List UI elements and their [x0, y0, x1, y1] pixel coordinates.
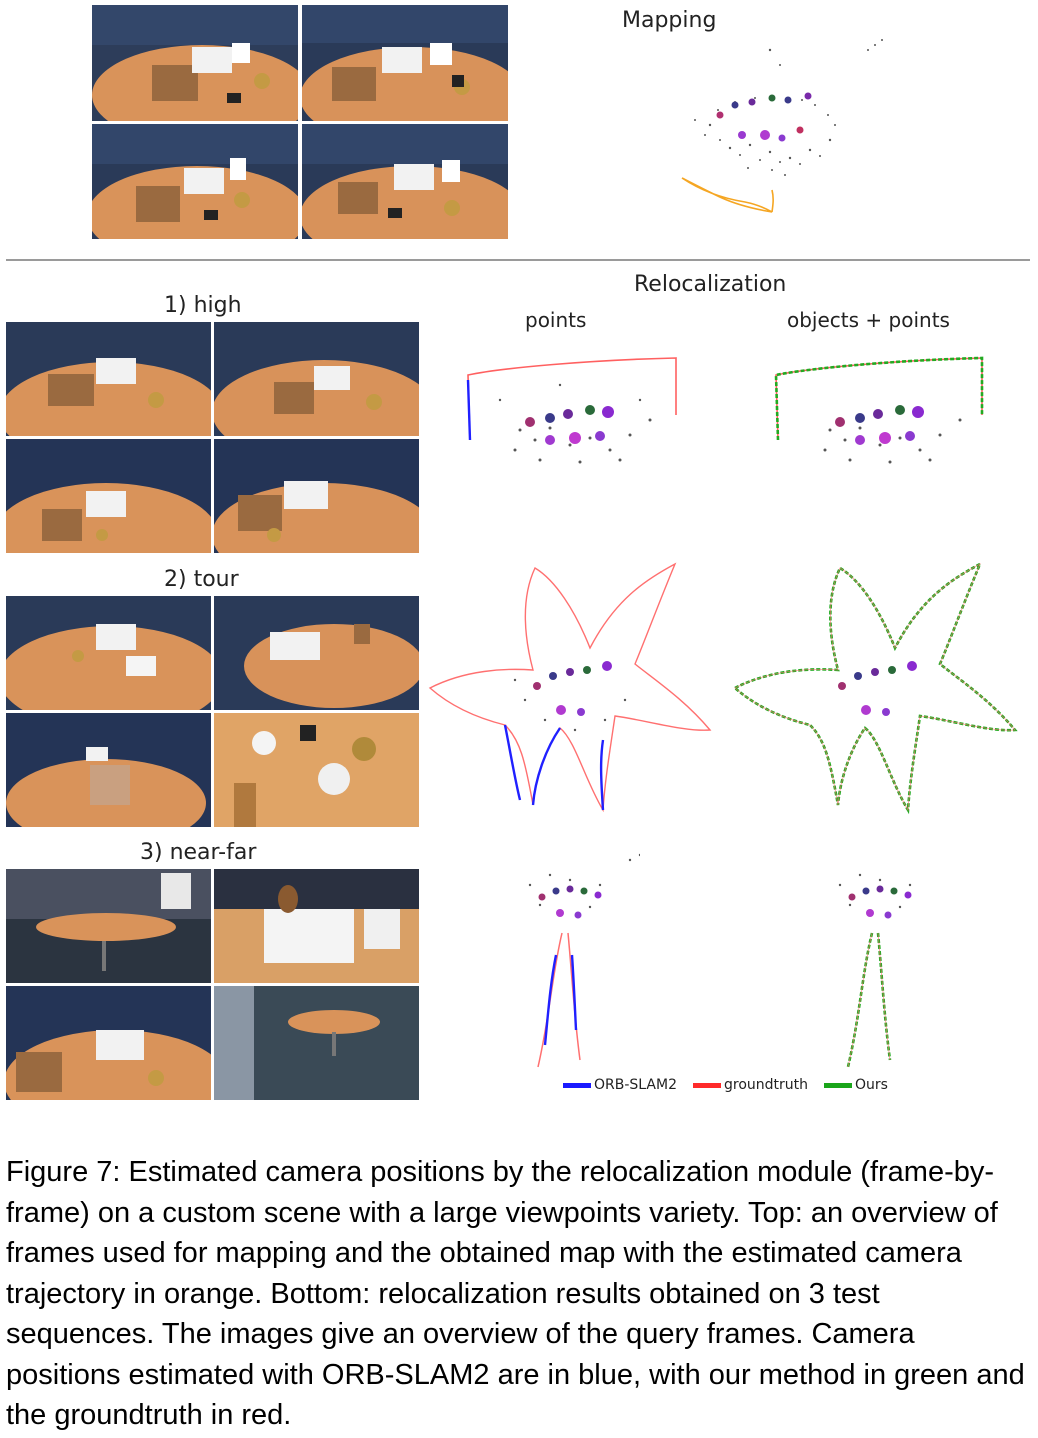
sequence-tour-frames-grid — [6, 596, 419, 827]
query-frame — [214, 322, 419, 436]
mapping-frame-3 — [92, 123, 299, 239]
query-frame — [6, 439, 211, 553]
sequence-label-tour: 2) tour — [164, 567, 239, 592]
orbslam2-trajectory — [543, 954, 578, 1046]
mapping-title: Mapping — [622, 8, 717, 33]
mapping-trajectory — [681, 177, 774, 213]
sequence-near-far-frames-grid — [6, 869, 419, 1100]
query-frame — [214, 713, 419, 827]
figure-caption: Figure 7: Estimated camera positions by … — [6, 1156, 1025, 1431]
legend-label: groundtruth — [723, 1077, 808, 1093]
plot-near-far-points — [528, 853, 640, 1068]
plot-high-points — [466, 357, 677, 464]
legend-item-orbslam2: ORB-SLAM2 — [563, 1077, 677, 1093]
legend-label: Ours — [855, 1077, 888, 1093]
query-frame — [214, 986, 419, 1100]
groundtruth-trajectory — [847, 932, 891, 1068]
mapping-frames-grid — [92, 5, 508, 239]
plot-tour-points — [428, 562, 712, 813]
mapping-point-cloud — [681, 39, 883, 213]
legend-swatch — [692, 1082, 721, 1088]
legend-item-groundtruth: groundtruth — [692, 1077, 808, 1093]
query-frame — [6, 869, 211, 983]
ours-trajectory — [774, 356, 984, 441]
plot-tour-objects-points — [732, 561, 1018, 815]
scene-photo — [301, 123, 508, 239]
query-frame — [214, 869, 419, 983]
sequence-high-frames-grid — [6, 322, 419, 553]
query-frame — [6, 596, 211, 710]
mapping-frame-4 — [301, 123, 509, 239]
query-frame — [214, 439, 419, 553]
legend-swatch — [824, 1082, 852, 1088]
query-frame — [6, 986, 211, 1100]
orbslam2-trajectory — [466, 379, 472, 441]
section-divider — [6, 259, 1030, 261]
sequence-label-high: 1) high — [164, 293, 242, 318]
plot-high-objects-points — [774, 356, 984, 464]
column-header-points: points — [525, 308, 587, 332]
mapping-frame-2 — [301, 5, 509, 121]
query-frame — [6, 713, 211, 827]
mapping-frame-1 — [92, 5, 299, 121]
sequence-label-near-far: 3) near-far — [140, 840, 257, 865]
legend-item-ours: Ours — [824, 1077, 888, 1093]
groundtruth-trajectory — [428, 562, 712, 813]
ours-trajectory — [732, 561, 1018, 815]
scene-photo — [92, 123, 298, 239]
legend-swatch — [563, 1082, 591, 1088]
scene-photo — [301, 5, 508, 121]
relocalization-title: Relocalization — [634, 272, 787, 297]
orbslam2-trajectory — [503, 724, 605, 811]
column-header-objects-points: objects + points — [787, 308, 950, 332]
query-frame — [6, 322, 211, 436]
groundtruth-trajectory — [734, 563, 1016, 812]
groundtruth-trajectory — [467, 357, 677, 441]
plot-near-far-objects-points — [838, 873, 912, 1068]
query-frame — [214, 596, 419, 710]
trajectory-legend: ORB-SLAM2 groundtruth Ours — [563, 1077, 904, 1093]
legend-label: ORB-SLAM2 — [594, 1077, 677, 1093]
scene-photo — [92, 5, 298, 121]
